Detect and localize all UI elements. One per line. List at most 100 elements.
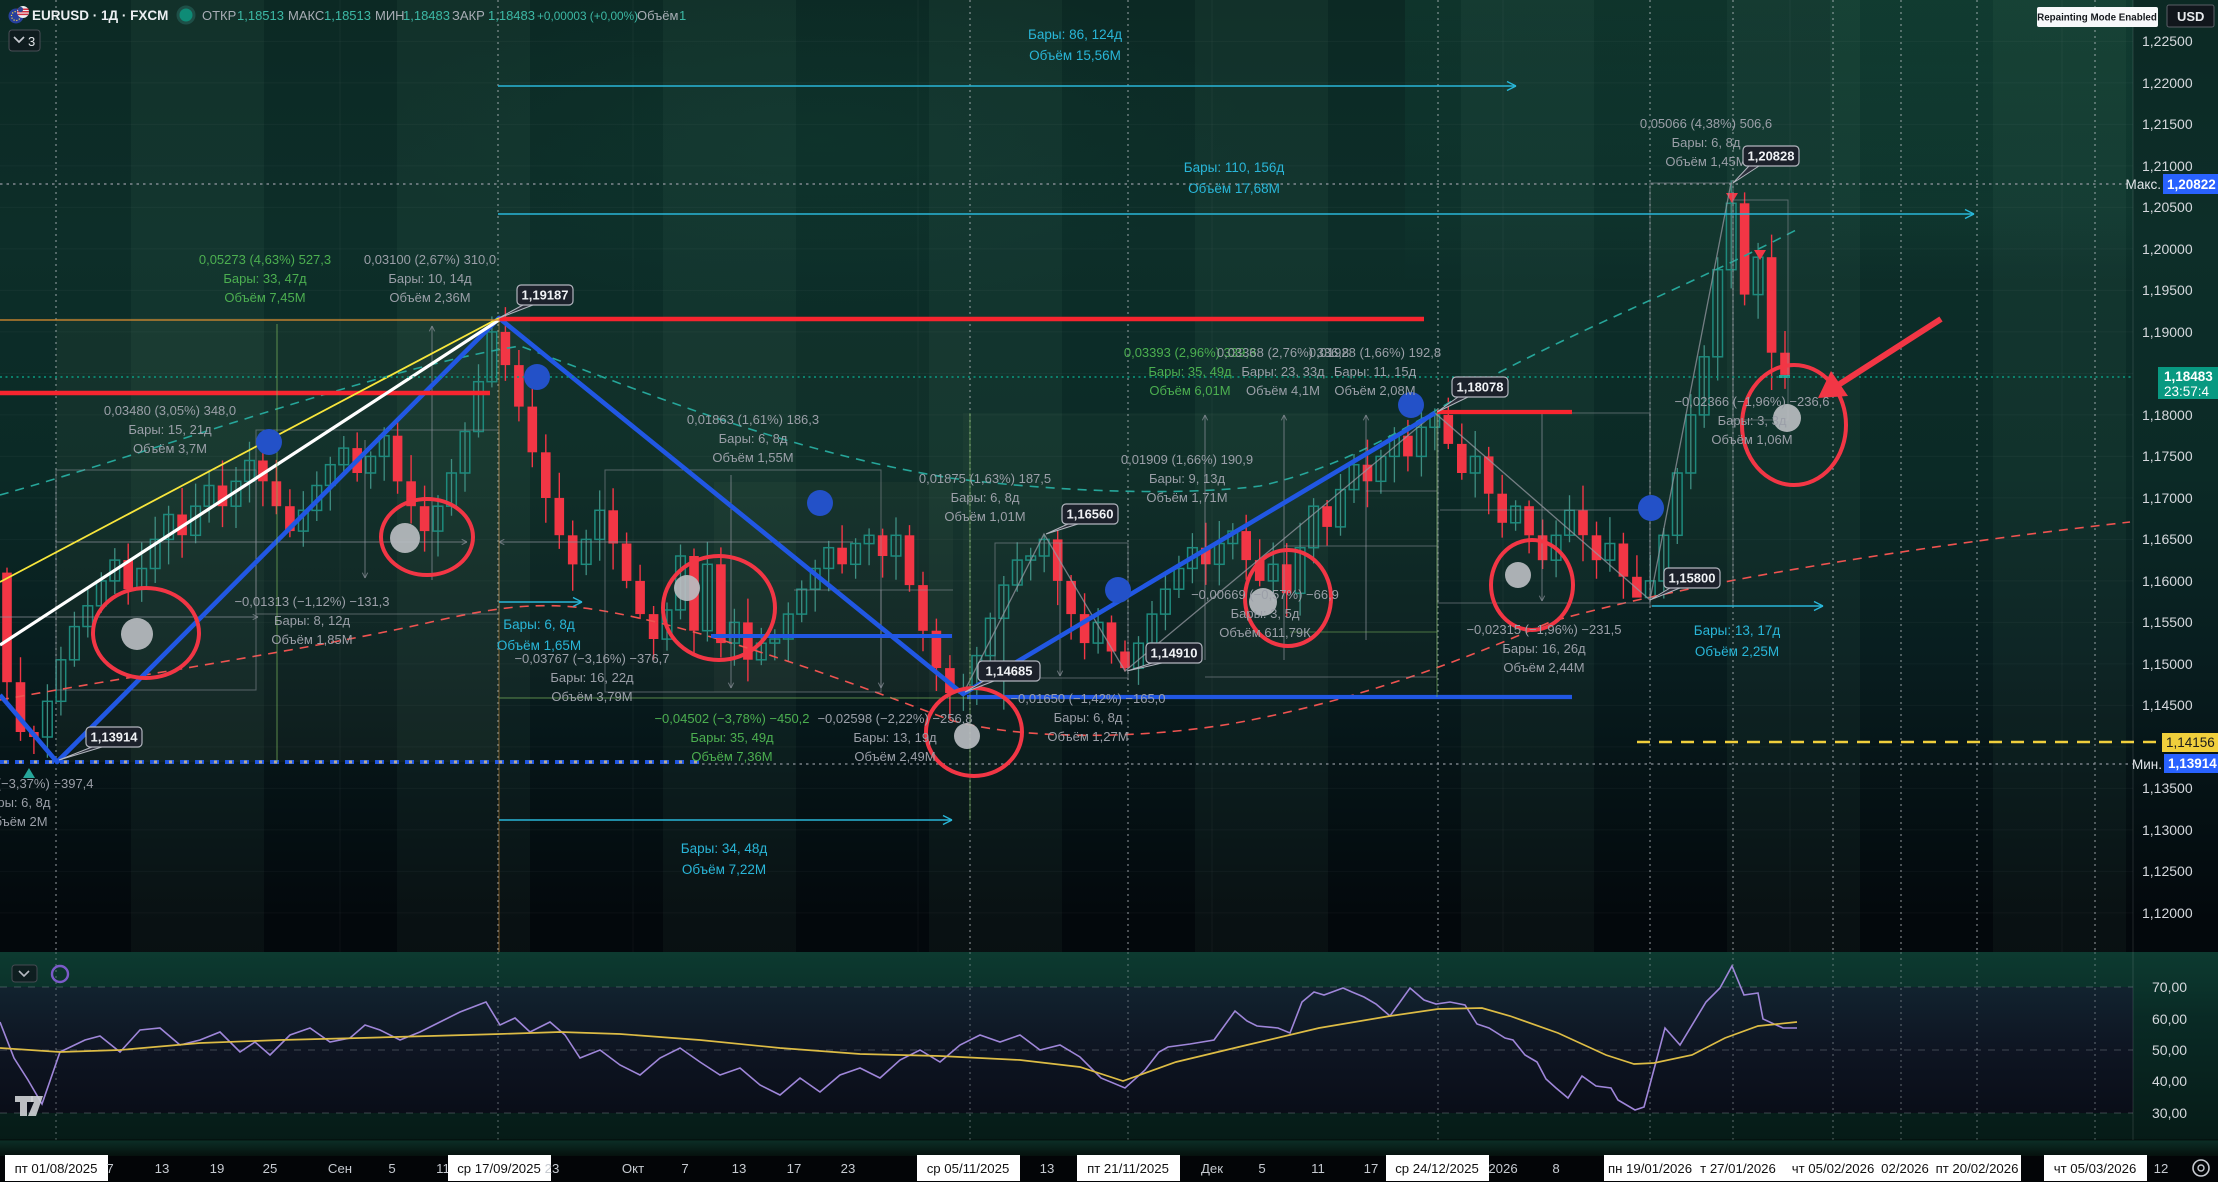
svg-text:60,00: 60,00	[2152, 1011, 2187, 1027]
svg-text:−0,01650 (−1,42%) −165,0: −0,01650 (−1,42%) −165,0	[1010, 691, 1165, 706]
svg-text:Мин.: Мин.	[2132, 757, 2162, 772]
svg-text:ЗАКР: ЗАКР	[452, 8, 485, 23]
svg-text:Объём 3,79М: Объём 3,79М	[551, 689, 632, 704]
svg-text:1,19500: 1,19500	[2142, 282, 2193, 298]
svg-text:1,18483: 1,18483	[2164, 369, 2213, 384]
svg-text:Окт: Окт	[622, 1161, 644, 1176]
svg-text:Бары: 3, 3д: Бары: 3, 3д	[1718, 413, 1787, 428]
svg-text:Дек: Дек	[1201, 1161, 1223, 1176]
svg-text:13: 13	[155, 1161, 170, 1176]
svg-text:02/2026: 02/2026	[1881, 1161, 1929, 1176]
svg-text:1: 1	[679, 8, 686, 23]
svg-text:−0,03767 (−3,16%) −376,7: −0,03767 (−3,16%) −376,7	[514, 651, 669, 666]
svg-text:1,12500: 1,12500	[2142, 863, 2193, 879]
svg-text:1,13000: 1,13000	[2142, 822, 2193, 838]
svg-text:40,00: 40,00	[2152, 1073, 2187, 1089]
svg-text:ср 05/11/2025: ср 05/11/2025	[927, 1161, 1010, 1176]
svg-text:Объём 1,27М: Объём 1,27М	[1047, 729, 1128, 744]
svg-text:Объём 1,06М: Объём 1,06М	[1711, 432, 1792, 447]
svg-text:−0,02598 (−2,22%) −256,8: −0,02598 (−2,22%) −256,8	[817, 711, 972, 726]
svg-text:Бары: 6, 8д: Бары: 6, 8д	[719, 431, 788, 446]
svg-text:1,13914: 1,13914	[2168, 756, 2217, 771]
svg-text:0,03480 (3,05%) 348,0: 0,03480 (3,05%) 348,0	[104, 403, 236, 418]
svg-text:Объём 1,85М: Объём 1,85М	[271, 632, 352, 647]
svg-text:Объём 7,36М: Объём 7,36М	[691, 749, 772, 764]
svg-text:Объём 2,08М: Объём 2,08М	[1334, 383, 1415, 398]
svg-text:Объём 15,56М: Объём 15,56М	[1029, 48, 1121, 63]
svg-text:−0,00669 (−0,57%) −66,9: −0,00669 (−0,57%) −66,9	[1191, 587, 1339, 602]
svg-text:8: 8	[1552, 1161, 1559, 1176]
svg-text:−0,02315 (−1,96%) −231,5: −0,02315 (−1,96%) −231,5	[1466, 622, 1621, 637]
svg-text:Бары: 6, 8д: Бары: 6, 8д	[503, 617, 575, 632]
svg-text:Объём 2,49М: Объём 2,49М	[854, 749, 935, 764]
svg-text:13: 13	[1040, 1161, 1055, 1176]
svg-text:Бары: 16, 26д: Бары: 16, 26д	[1502, 641, 1586, 656]
svg-text:МИН: МИН	[375, 8, 405, 23]
svg-text:−0,04502 (−3,78%) −450,2: −0,04502 (−3,78%) −450,2	[654, 711, 809, 726]
svg-text:Бары: 16, 22д: Бары: 16, 22д	[550, 670, 634, 685]
svg-text:Repainting Mode Enabled: Repainting Mode Enabled	[2037, 13, 2157, 24]
svg-text:ср 17/09/2025: ср 17/09/2025	[457, 1161, 541, 1176]
svg-text:19: 19	[210, 1161, 225, 1176]
svg-text:11: 11	[1311, 1161, 1325, 1176]
svg-text:1,13500: 1,13500	[2142, 780, 2193, 796]
svg-text:1,18000: 1,18000	[2142, 407, 2193, 423]
svg-text:Объём 2,25М: Объём 2,25М	[1695, 644, 1779, 659]
svg-text:12: 12	[2154, 1161, 2169, 1176]
svg-text:1,12000: 1,12000	[2142, 905, 2193, 921]
svg-text:−0,03974 (−3,37%) −397,4: −0,03974 (−3,37%) −397,4	[0, 776, 94, 791]
svg-text:Объём: Объём	[637, 8, 678, 23]
svg-text:Объём 4,1М: Объём 4,1М	[1246, 383, 1320, 398]
svg-text:1,18483: 1,18483	[403, 8, 450, 23]
svg-text:Объём 1,45М: Объём 1,45М	[1665, 154, 1746, 169]
svg-text:1,18483: 1,18483	[488, 8, 535, 23]
svg-text:Объём 2М: Объём 2М	[0, 814, 48, 829]
svg-text:Объём 3,7М: Объём 3,7М	[133, 441, 207, 456]
svg-text:1,14156: 1,14156	[2166, 735, 2215, 750]
svg-text:1,18513: 1,18513	[324, 8, 371, 23]
svg-text:1,20822: 1,20822	[2167, 177, 2216, 192]
svg-text:−0,01313 (−1,12%) −131,3: −0,01313 (−1,12%) −131,3	[234, 594, 389, 609]
svg-text:0,01863 (1,61%) 186,3: 0,01863 (1,61%) 186,3	[687, 412, 819, 427]
svg-text:Объём 2,44М: Объём 2,44М	[1503, 660, 1584, 675]
svg-text:Объём 1,01М: Объём 1,01М	[944, 509, 1025, 524]
svg-text:30,00: 30,00	[2152, 1105, 2187, 1121]
svg-text:Бары: 23, 33д: Бары: 23, 33д	[1241, 364, 1325, 379]
svg-text:пт 20/02/2026: пт 20/02/2026	[1936, 1161, 2019, 1176]
svg-text:МАКС: МАКС	[288, 8, 324, 23]
svg-text:1,14685: 1,14685	[986, 664, 1033, 679]
svg-text:1,15000: 1,15000	[2142, 656, 2193, 672]
svg-text:1,15800: 1,15800	[1669, 571, 1716, 586]
svg-text:5: 5	[1258, 1161, 1265, 1176]
svg-text:0,03368 (2,76%) 336,8: 0,03368 (2,76%) 336,8	[1217, 345, 1349, 360]
svg-text:25: 25	[263, 1161, 278, 1176]
svg-text:1,20828: 1,20828	[1748, 149, 1795, 164]
svg-text:17: 17	[787, 1161, 802, 1176]
svg-text:Объём 1,65М: Объём 1,65М	[497, 638, 581, 653]
svg-text:5: 5	[388, 1161, 395, 1176]
svg-text:Бары: 10, 14д: Бары: 10, 14д	[388, 271, 472, 286]
svg-text:Объём 1,55М: Объём 1,55М	[712, 450, 793, 465]
svg-text:0,01909 (1,66%) 190,9: 0,01909 (1,66%) 190,9	[1121, 452, 1253, 467]
svg-text:1,18078: 1,18078	[1457, 380, 1504, 395]
svg-text:т 27/01/2026: т 27/01/2026	[1700, 1161, 1776, 1176]
svg-text:+0,00003 (+0,00%): +0,00003 (+0,00%)	[537, 9, 638, 23]
svg-text:1,21500: 1,21500	[2142, 116, 2193, 132]
svg-text:Макс.: Макс.	[2126, 177, 2161, 192]
svg-text:Бары: 6, 8д: Бары: 6, 8д	[1054, 710, 1123, 725]
svg-text:1,20000: 1,20000	[2142, 241, 2193, 257]
svg-text:Бары: 33, 47д: Бары: 33, 47д	[223, 271, 307, 286]
svg-text:1,18513: 1,18513	[237, 8, 284, 23]
svg-text:0,05066 (4,38%) 506,6: 0,05066 (4,38%) 506,6	[1640, 116, 1772, 131]
svg-text:чт 05/02/2026: чт 05/02/2026	[1792, 1161, 1875, 1176]
svg-text:Объём 611,79К: Объём 611,79К	[1219, 625, 1311, 640]
svg-text:23: 23	[841, 1161, 856, 1176]
svg-text:Бары: 9, 13д: Бары: 9, 13д	[1149, 471, 1225, 486]
svg-text:Объём 6,01М: Объём 6,01М	[1149, 383, 1230, 398]
svg-text:1,17500: 1,17500	[2142, 448, 2193, 464]
svg-text:1,13914: 1,13914	[91, 730, 139, 745]
svg-text:Бары: 35, 49д: Бары: 35, 49д	[1148, 364, 1232, 379]
svg-text:пт 01/08/2025: пт 01/08/2025	[15, 1161, 98, 1176]
svg-text:3: 3	[28, 34, 35, 49]
svg-text:Бары: 6, 8д: Бары: 6, 8д	[1672, 135, 1741, 150]
